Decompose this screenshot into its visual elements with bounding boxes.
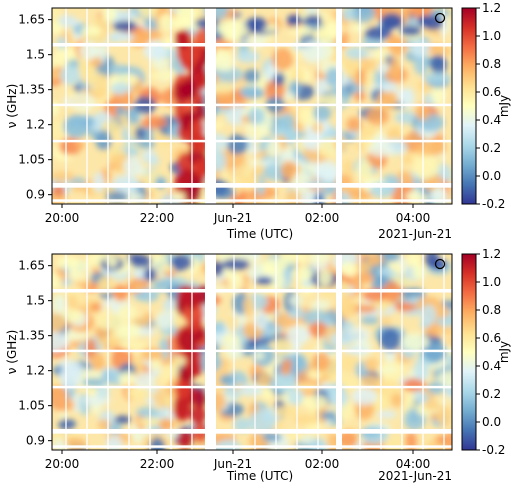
x-tick-label: 02:00 bbox=[305, 457, 340, 471]
y-tick-label: 1.05 bbox=[18, 399, 45, 413]
x-axis-label: Time (UTC) bbox=[226, 227, 293, 241]
panel-1: 0.9 1.05 1.2 1.35 1.5 1.65 20:00 22:00 Jun-21 02:… bbox=[5, 1, 511, 241]
x-tick-label: 20:00 bbox=[45, 211, 80, 225]
heatmap-2 bbox=[52, 254, 452, 450]
x-tick-label: Jun-21 bbox=[213, 457, 252, 471]
colorbar-tick-label: 0.4 bbox=[482, 113, 501, 127]
colorbar-tick-label: 1.0 bbox=[482, 29, 501, 43]
colorbar-label: mJy bbox=[497, 95, 511, 117]
x-tick-label: Jun-21 bbox=[213, 211, 252, 225]
heatmap-1 bbox=[52, 8, 452, 204]
y-tick-label: 0.9 bbox=[26, 188, 45, 202]
colorbar-1 bbox=[461, 7, 477, 205]
beam-marker-1 bbox=[434, 12, 446, 24]
colorbar-tick-label: 0.0 bbox=[482, 169, 501, 183]
colorbar-tick-label: 0.2 bbox=[482, 387, 501, 401]
y-tick-label: 1.2 bbox=[26, 364, 45, 378]
colorbar-tick-label: -0.2 bbox=[482, 197, 505, 211]
y-axis-label: ν (GHz) bbox=[5, 330, 19, 375]
x-axis-label: Time (UTC) bbox=[226, 469, 293, 483]
x-offset-label: 2021-Jun-21 bbox=[378, 469, 452, 483]
panel-2: 0.9 1.05 1.2 1.35 1.5 1.65 20:00 22:00 Jun-21 02:… bbox=[5, 247, 511, 483]
x-tick-label: 04:00 bbox=[396, 457, 431, 471]
x-offset-label: 2021-Jun-21 bbox=[378, 227, 452, 241]
colorbar-tick-label: -0.2 bbox=[482, 443, 505, 457]
colorbar-tick-label: 1.2 bbox=[482, 247, 501, 261]
y-tick-label: 1.5 bbox=[26, 294, 45, 308]
colorbar-tick-label: 0.8 bbox=[482, 303, 501, 317]
x-tick-label: 20:00 bbox=[45, 457, 80, 471]
y-tick-label: 1.2 bbox=[26, 118, 45, 132]
x-tick-label: 04:00 bbox=[396, 211, 431, 225]
colorbar-tick-label: 1.2 bbox=[482, 1, 501, 15]
y-tick-label: 1.05 bbox=[18, 153, 45, 167]
colorbar-tick-label: 0.6 bbox=[482, 331, 501, 345]
y-tick-label: 1.35 bbox=[18, 83, 45, 97]
colorbar-tick-label: 1.0 bbox=[482, 275, 501, 289]
beam-marker-2 bbox=[434, 258, 446, 270]
y-tick-label: 0.9 bbox=[26, 434, 45, 448]
colorbar-tick-label: 0.6 bbox=[482, 85, 501, 99]
colorbar-tick-label: 0.8 bbox=[482, 57, 501, 71]
colorbar-label: mJy bbox=[497, 341, 511, 363]
colorbar-tick-label: 0.2 bbox=[482, 141, 501, 155]
axes-frame-2 bbox=[51, 253, 453, 451]
axes-frame-1 bbox=[51, 7, 453, 205]
y-tick-label: 1.65 bbox=[18, 259, 45, 273]
x-tick-label: 02:00 bbox=[305, 211, 340, 225]
colorbar-2 bbox=[461, 253, 477, 451]
y-tick-label: 1.65 bbox=[18, 13, 45, 27]
y-tick-label: 1.5 bbox=[26, 48, 45, 62]
x-tick-label: 22:00 bbox=[140, 211, 175, 225]
y-axis-label: ν (GHz) bbox=[5, 84, 19, 129]
y-tick-label: 1.35 bbox=[18, 329, 45, 343]
colorbar-tick-label: 0.0 bbox=[482, 415, 501, 429]
x-tick-label: 22:00 bbox=[140, 457, 175, 471]
colorbar-tick-label: 0.4 bbox=[482, 359, 501, 373]
